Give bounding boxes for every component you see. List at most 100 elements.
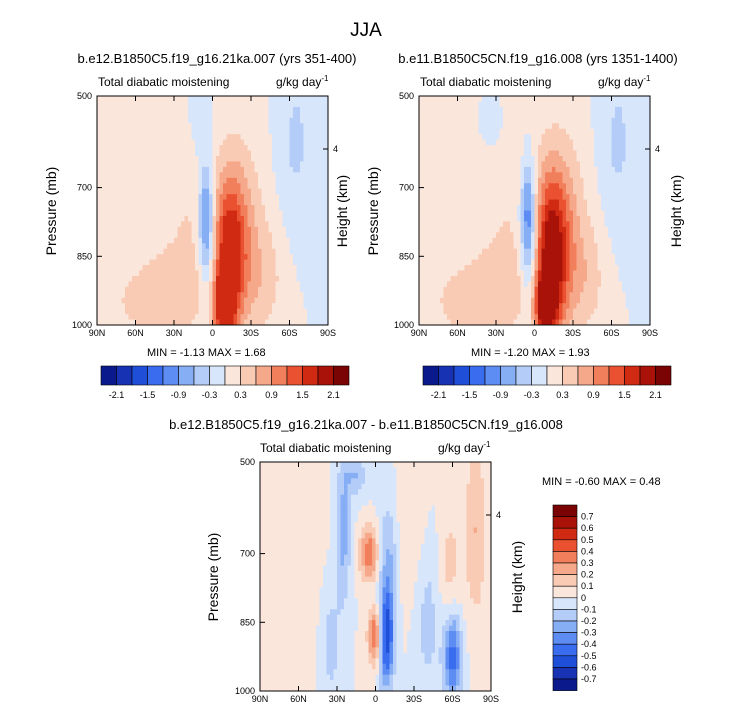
field-cell <box>146 210 150 217</box>
field-cell <box>303 243 308 250</box>
field-cell <box>198 281 203 288</box>
field-cell <box>475 308 479 315</box>
field-cell <box>527 303 532 310</box>
field-cell <box>289 145 294 151</box>
field-cell <box>450 303 455 310</box>
field-cell <box>447 265 451 271</box>
field-cell <box>219 286 224 293</box>
field-cell <box>538 161 542 168</box>
field-cell <box>128 259 133 266</box>
field-cell <box>188 232 192 239</box>
field-cell <box>499 150 504 157</box>
field-cell <box>237 281 241 288</box>
field-cell <box>286 319 290 326</box>
field-cell <box>223 139 227 146</box>
field-cell <box>559 232 563 239</box>
field-cell <box>153 128 157 135</box>
field-cell <box>230 270 234 277</box>
field-cell <box>289 161 294 168</box>
field-cell <box>562 155 567 162</box>
field-cell <box>251 297 255 304</box>
field-cell <box>219 319 224 326</box>
field-cell <box>177 150 182 157</box>
field-cell <box>468 303 472 310</box>
field-cell <box>202 101 206 108</box>
field-cell <box>258 106 262 113</box>
field-cell <box>321 303 325 310</box>
field-cell <box>513 286 518 293</box>
field-cell <box>534 96 539 102</box>
field-cell <box>118 314 122 320</box>
field-cell <box>576 177 581 184</box>
field-cell <box>279 194 283 200</box>
field-cell <box>594 128 598 135</box>
field-cell <box>506 145 511 151</box>
field-cell <box>247 161 252 168</box>
field-cell <box>524 286 528 293</box>
field-cell <box>142 117 147 124</box>
field-cell <box>107 188 112 195</box>
field-cell <box>468 106 472 113</box>
field-cell <box>433 96 437 102</box>
field-cell <box>447 155 451 162</box>
field-cell <box>142 259 147 266</box>
field-cell <box>202 145 206 151</box>
field-cell <box>590 194 595 200</box>
field-cell <box>300 237 304 244</box>
field-cell <box>317 128 322 135</box>
field-cell <box>121 112 126 119</box>
field-cell <box>272 101 276 108</box>
field-cell <box>506 254 511 260</box>
field-cell <box>230 139 234 146</box>
field-cell <box>440 210 444 217</box>
field-cell <box>209 303 213 310</box>
field-cell <box>216 194 220 200</box>
field-cell <box>310 248 315 255</box>
field-cell <box>289 221 294 228</box>
field-cell <box>440 205 444 211</box>
field-cell <box>573 112 577 119</box>
field-cell <box>545 265 549 271</box>
field-cell <box>100 145 105 151</box>
field-cell <box>482 314 486 320</box>
field-cell <box>107 172 112 179</box>
field-cell <box>454 314 458 320</box>
field-cell <box>282 275 287 282</box>
field-cell <box>258 96 262 102</box>
field-cell <box>307 215 311 222</box>
field-cell <box>163 123 168 130</box>
field-cell <box>275 205 280 211</box>
field-cell <box>310 177 315 184</box>
field-cell <box>569 96 574 102</box>
field-cell <box>559 270 563 277</box>
field-cell <box>282 199 287 206</box>
field-cell <box>251 215 255 222</box>
field-cell <box>580 150 584 157</box>
field-cell <box>447 106 451 113</box>
field-cell <box>520 139 525 146</box>
field-cell <box>485 308 490 315</box>
field-cell <box>552 117 556 124</box>
field-cell <box>233 314 238 320</box>
field-cell <box>219 210 224 217</box>
field-cell <box>265 319 269 326</box>
field-cell <box>499 226 504 233</box>
field-cell <box>548 183 553 190</box>
field-cell <box>496 150 500 157</box>
field-cell <box>580 308 584 315</box>
field-cell <box>566 188 570 195</box>
field-cell <box>107 194 112 200</box>
field-cell <box>174 183 178 190</box>
field-cell <box>419 161 423 168</box>
field-cell <box>146 308 150 315</box>
field-cell <box>282 215 287 222</box>
field-cell <box>181 101 185 108</box>
field-cell <box>450 308 455 315</box>
field-cell <box>97 123 101 130</box>
field-cell <box>566 134 570 141</box>
field-cell <box>534 166 539 173</box>
field-cell <box>314 270 318 277</box>
field-cell <box>443 226 448 233</box>
field-cell <box>240 183 245 190</box>
field-cell <box>254 166 259 173</box>
